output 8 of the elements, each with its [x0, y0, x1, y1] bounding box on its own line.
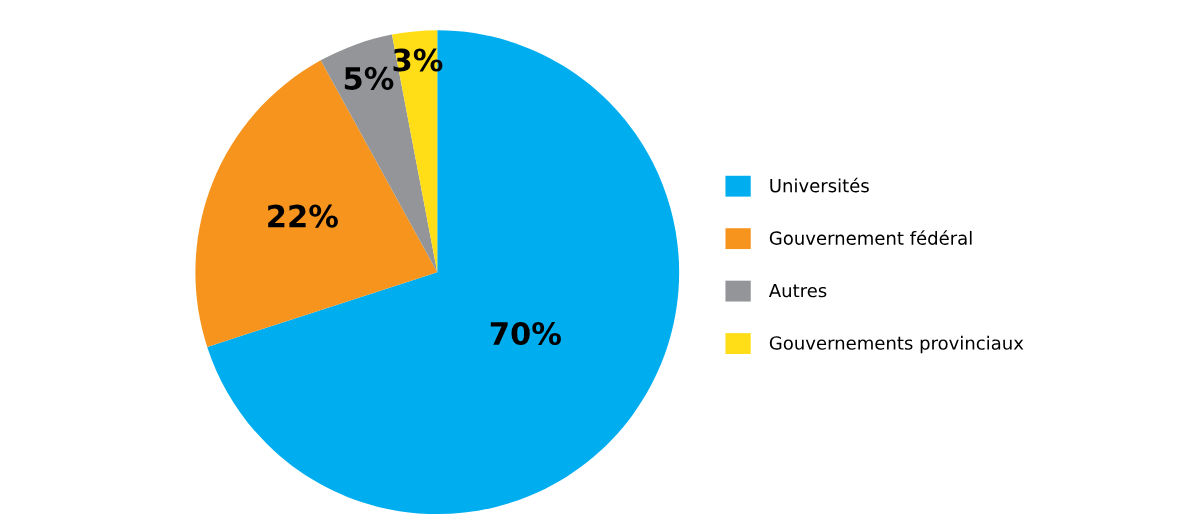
data-label: 5%: [344, 66, 394, 90]
legend-label: Gouvernements provinciaux: [769, 335, 1024, 354]
legend-label: Gouvernement fédéral: [769, 230, 972, 245]
legend-label: Autres: [768, 283, 827, 298]
legend-label: Universités: [770, 177, 869, 193]
data-label: 70%: [490, 321, 561, 346]
data-label: 22%: [268, 204, 338, 228]
pie-slice: [207, 30, 680, 515]
